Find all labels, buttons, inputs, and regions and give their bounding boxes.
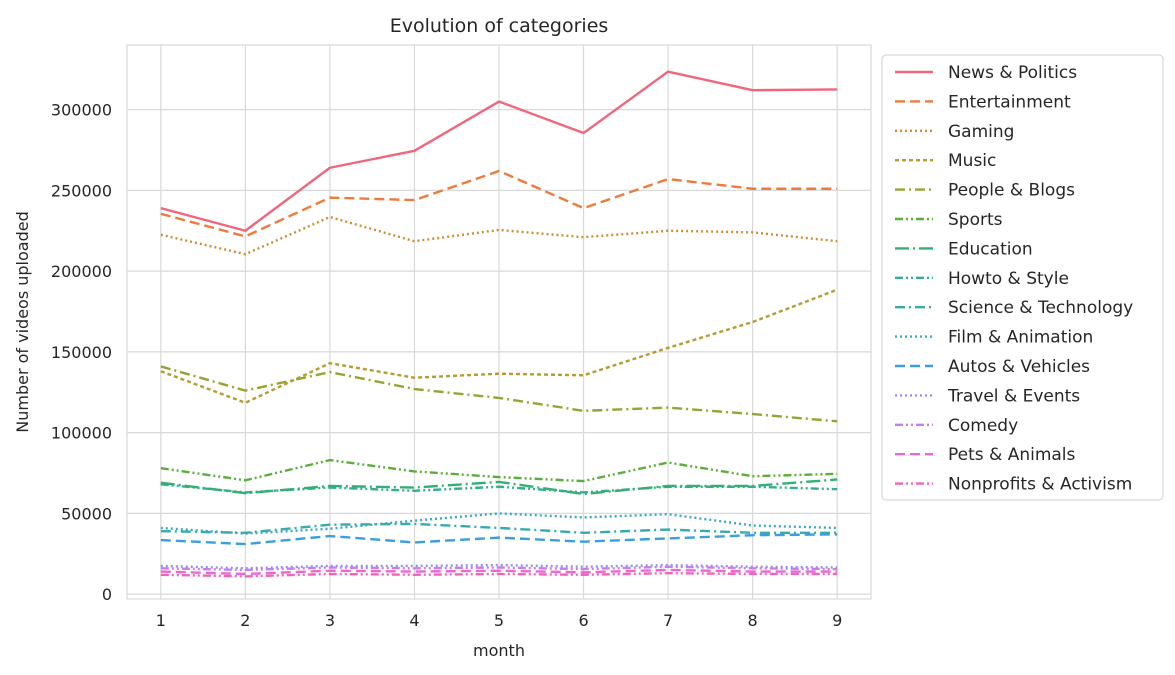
series-line-music xyxy=(160,288,838,404)
legend-item-music: Music xyxy=(895,151,996,171)
legend-label: Film & Animation xyxy=(948,328,1093,348)
y-tick-label: 100000 xyxy=(51,424,112,443)
legend-item-nonprofits-and-activism: Nonprofits & Activism xyxy=(895,475,1132,495)
legend-label: Howto & Style xyxy=(948,269,1069,289)
series-line-autos-and-vehicles xyxy=(160,533,838,546)
x-tick-label: 6 xyxy=(578,611,588,630)
legend-label: Comedy xyxy=(948,416,1018,436)
x-tick-label: 5 xyxy=(494,611,504,630)
legend-item-sports: Sports xyxy=(895,210,1003,230)
y-tick-label: 0 xyxy=(102,585,112,604)
x-tick-label: 4 xyxy=(409,611,419,630)
series-line-education xyxy=(160,478,838,496)
legend-item-travel-and-events: Travel & Events xyxy=(895,386,1080,406)
x-tick-label: 8 xyxy=(748,611,758,630)
legend-item-science-and-technology: Science & Technology xyxy=(895,298,1133,318)
legend-label: Gaming xyxy=(948,122,1014,142)
series-line-people-and-blogs xyxy=(160,365,838,423)
x-tick-label: 3 xyxy=(325,611,335,630)
legend-label: Education xyxy=(948,239,1033,259)
series-lines xyxy=(160,70,838,578)
legend-label: Music xyxy=(948,151,996,171)
legend-label: Autos & Vehicles xyxy=(948,357,1090,377)
legend-item-news-and-politics: News & Politics xyxy=(895,63,1077,83)
legend-item-pets-and-animals: Pets & Animals xyxy=(895,445,1076,465)
chart-title: Evolution of categories xyxy=(390,15,609,37)
legend-label: Entertainment xyxy=(948,92,1071,112)
legend-item-people-and-blogs: People & Blogs xyxy=(895,181,1075,201)
x-axis-tick-labels: 1 2 3 4 5 6 7 8 9 xyxy=(156,611,843,630)
series-line-comedy xyxy=(160,565,838,572)
legend-label: Pets & Animals xyxy=(948,445,1076,465)
series-line-film-and-animation xyxy=(160,512,838,535)
legend-label: News & Politics xyxy=(948,63,1077,83)
legend-item-comedy: Comedy xyxy=(895,416,1018,436)
legend-item-howto-and-style: Howto & Style xyxy=(895,269,1069,289)
legend-box xyxy=(881,54,1164,501)
y-axis-title: Number of videos uploaded xyxy=(13,211,32,432)
series-line-howto-and-style xyxy=(160,483,838,494)
grid-lines xyxy=(127,45,871,599)
x-tick-label: 9 xyxy=(832,611,842,630)
legend-item-entertainment: Entertainment xyxy=(895,92,1071,112)
legend-label: People & Blogs xyxy=(948,181,1075,201)
legend-label: Science & Technology xyxy=(948,298,1133,318)
legend-label: Nonprofits & Activism xyxy=(948,475,1132,495)
x-tick-label: 1 xyxy=(156,611,166,630)
legend-label: Sports xyxy=(948,210,1003,230)
legend-item-film-and-animation: Film & Animation xyxy=(895,328,1093,348)
legend-item-autos-and-vehicles: Autos & Vehicles xyxy=(895,357,1090,377)
legend-item-education: Education xyxy=(895,239,1033,259)
series-line-sports xyxy=(160,458,838,483)
y-axis-tick-labels: 0 50000 100000 150000 200000 250000 300000 xyxy=(51,101,112,605)
x-tick-label: 7 xyxy=(663,611,673,630)
x-tick-label: 2 xyxy=(240,611,250,630)
series-line-science-and-technology xyxy=(160,522,838,534)
y-tick-label: 200000 xyxy=(51,262,112,281)
legend-label: Travel & Events xyxy=(947,386,1080,406)
series-line-nonprofits-and-activism xyxy=(160,571,838,578)
legend-items: News & Politics Entertainment Gaming Music P… xyxy=(895,63,1133,495)
series-line-entertainment xyxy=(160,169,838,238)
y-tick-label: 300000 xyxy=(51,101,112,120)
y-tick-label: 250000 xyxy=(51,181,112,200)
y-tick-label: 50000 xyxy=(61,504,112,523)
series-line-news-and-politics xyxy=(160,70,838,232)
legend: News & Politics Entertainment Gaming Music P… xyxy=(881,54,1164,501)
series-line-pets-and-animals xyxy=(160,568,838,576)
y-tick-label: 150000 xyxy=(51,343,112,362)
x-axis-title: month xyxy=(473,641,525,660)
legend-item-gaming: Gaming xyxy=(895,122,1014,142)
